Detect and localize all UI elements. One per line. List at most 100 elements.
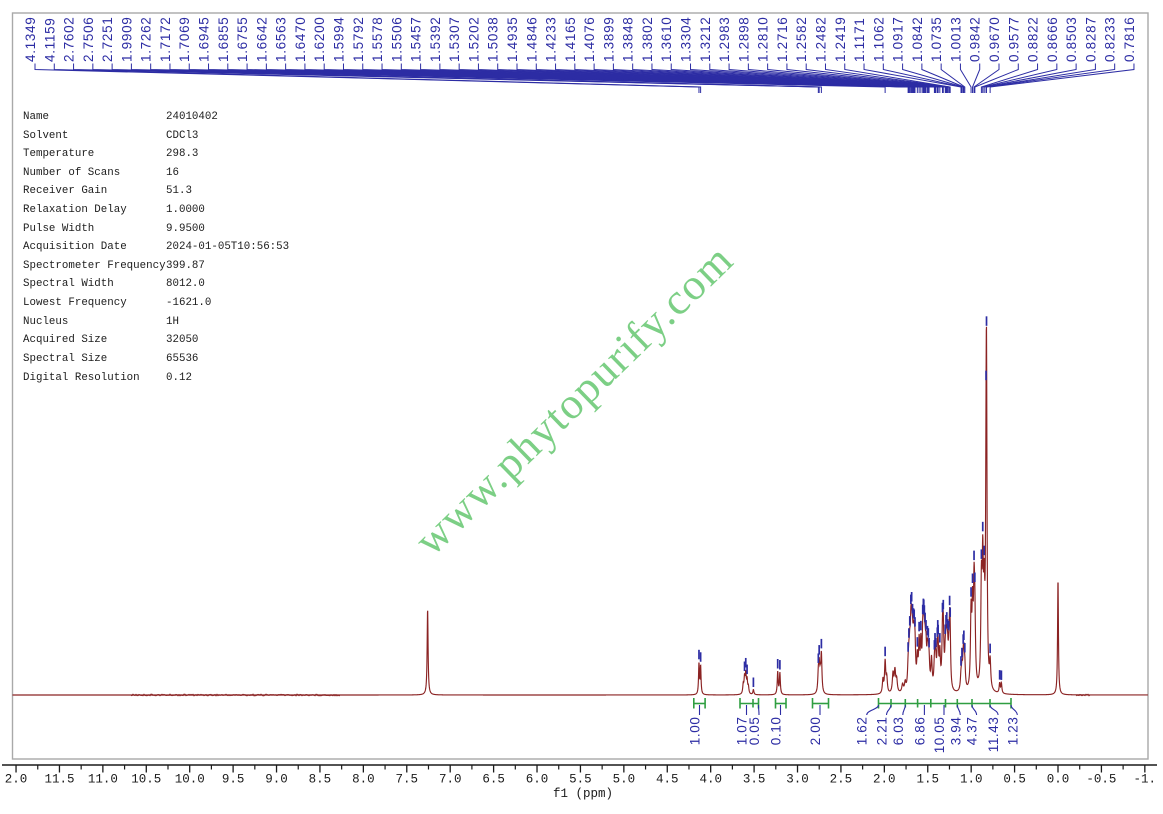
x-axis-tick-label: 1.0 bbox=[960, 773, 983, 787]
peak-label: 0.8822 bbox=[1026, 17, 1041, 63]
parameter-label: Relaxation Delay bbox=[23, 204, 127, 217]
peak-label: 2.7602 bbox=[62, 17, 77, 63]
peak-label: 0.8287 bbox=[1083, 17, 1098, 63]
peak-leader-line bbox=[53, 63, 702, 93]
x-axis-tick-label: 1.5 bbox=[917, 773, 940, 787]
peak-label: 1.5202 bbox=[466, 17, 481, 63]
peak-label: 1.5506 bbox=[389, 17, 404, 63]
x-axis-tick-label: 4.5 bbox=[656, 773, 679, 787]
peak-leader-line bbox=[902, 63, 964, 93]
parameter-label: Lowest Frequency bbox=[23, 297, 127, 310]
peak-leader-line bbox=[805, 63, 950, 93]
x-axis-tick-label: 3.0 bbox=[786, 773, 809, 787]
parameter-row: Nucleus 1H bbox=[23, 313, 423, 332]
peak-label: 0.9842 bbox=[968, 17, 983, 63]
peak-label: 1.4846 bbox=[524, 17, 539, 63]
peak-label: 0.9577 bbox=[1006, 17, 1021, 63]
integral-value: 2.21 bbox=[875, 717, 890, 746]
peak-label: 1.5792 bbox=[351, 17, 366, 63]
peak-leader-line bbox=[786, 63, 949, 93]
parameter-row: Lowest Frequency -1621.0 bbox=[23, 294, 423, 313]
integral-number-leader bbox=[956, 704, 961, 716]
parameter-label: Acquired Size bbox=[23, 334, 108, 347]
peak-leader-line bbox=[844, 63, 951, 93]
parameter-value: 24010402 bbox=[166, 111, 218, 123]
baseline-noise-segment bbox=[130, 693, 341, 697]
integral-value: 6.03 bbox=[891, 717, 906, 746]
peak-label: 1.6945 bbox=[197, 17, 212, 63]
integral-value: 4.37 bbox=[965, 717, 980, 746]
peak-label: 1.2810 bbox=[756, 17, 771, 63]
x-axis-tick-label: 5.0 bbox=[613, 773, 636, 787]
parameter-row: Name 24010402 bbox=[23, 108, 423, 127]
peak-label: 1.3212 bbox=[698, 17, 713, 63]
parameter-row: Spectral Size 65536 bbox=[23, 350, 423, 369]
peak-label: 1.6642 bbox=[254, 17, 269, 63]
integral-value: 1.23 bbox=[1005, 717, 1020, 746]
peak-label: 4.1159 bbox=[42, 18, 57, 63]
parameter-table: Name 24010402 Solvent CDCl3 Temperature 298.3… bbox=[23, 108, 423, 387]
peak-label: 1.4233 bbox=[544, 17, 559, 63]
integral-value: 2.00 bbox=[808, 717, 823, 746]
peak-leader-line bbox=[940, 63, 966, 93]
integral-brackets bbox=[692, 698, 1012, 709]
integral-number-leader bbox=[971, 704, 978, 716]
peak-leader-line bbox=[982, 63, 1058, 93]
parameter-row: Acquisition Date 2024-01-05T10:56:53 bbox=[23, 238, 423, 257]
parameter-label: Spectrometer Frequency bbox=[23, 259, 166, 272]
integral-value: 1.00 bbox=[688, 717, 703, 746]
peak-label: 1.2983 bbox=[717, 17, 732, 63]
peak-label: 1.9909 bbox=[119, 17, 134, 63]
integral-value: 0.10 bbox=[769, 717, 784, 746]
parameter-row: Pulse Width 9.9500 bbox=[23, 220, 423, 239]
peak-label: 1.5578 bbox=[370, 17, 385, 63]
peak-leader-line bbox=[974, 63, 1019, 93]
x-axis-tick-label: 0.5 bbox=[1003, 773, 1026, 787]
x-axis-tick-label: 7.0 bbox=[439, 773, 462, 787]
peak-leader-line bbox=[921, 63, 965, 93]
parameter-value: 16 bbox=[166, 166, 179, 179]
parameter-row: Solvent CDCl3 bbox=[23, 127, 423, 146]
peak-leader-line bbox=[972, 63, 981, 93]
x-axis-tick-label: 7.5 bbox=[396, 773, 419, 787]
integral-number-leader bbox=[902, 704, 906, 716]
peak-label: 1.5307 bbox=[447, 17, 462, 63]
peak-label: 1.1062 bbox=[871, 17, 886, 63]
parameter-value: 399.87 bbox=[166, 259, 205, 272]
peak-label: 1.2582 bbox=[794, 17, 809, 63]
parameter-value: CDCl3 bbox=[166, 129, 199, 142]
peak-label: 1.0013 bbox=[948, 17, 963, 63]
peak-leader-line bbox=[747, 63, 947, 93]
integral-number-leader bbox=[757, 704, 760, 716]
peak-label: 1.0735 bbox=[929, 17, 944, 63]
x-axis-tick-label: 4.0 bbox=[699, 773, 722, 787]
peak-label: 1.2716 bbox=[775, 17, 790, 63]
peak-label: 1.2482 bbox=[813, 17, 828, 63]
peak-leader-line bbox=[767, 63, 948, 93]
parameter-value: 65536 bbox=[166, 352, 199, 365]
peak-label: 1.6563 bbox=[274, 17, 289, 63]
x-axis-tick-label: 2.0 bbox=[873, 773, 896, 787]
peak-label-list: 4.1349 4.1159 2.7602 2.7506 2.7251 1.9909 1.72… bbox=[23, 17, 1137, 63]
x-axis-tick-label: 10.0 bbox=[175, 773, 205, 787]
peak-leader-line bbox=[593, 63, 937, 93]
parameter-label: Spectral Width bbox=[23, 278, 114, 291]
x-axis-tick-label: 3.5 bbox=[743, 773, 766, 787]
x-axis-tick-label: -1. bbox=[1134, 773, 1157, 787]
peak-leader-line bbox=[973, 63, 1000, 93]
peak-label: 1.5457 bbox=[409, 17, 424, 63]
x-axis-tick-label: 6.0 bbox=[526, 773, 549, 787]
baseline-noise bbox=[130, 693, 1091, 697]
peak-label: 1.3848 bbox=[621, 17, 636, 63]
parameter-value: 0.12 bbox=[166, 371, 192, 384]
plot-frame bbox=[11, 12, 1149, 760]
x-axis-tick-label: 9.0 bbox=[265, 773, 288, 787]
peak-label: 1.3304 bbox=[679, 17, 694, 63]
parameter-label: Solvent bbox=[23, 129, 69, 142]
peak-leader-line bbox=[863, 63, 962, 93]
parameter-label: Nucleus bbox=[23, 315, 69, 328]
peak-leader-line bbox=[574, 63, 936, 93]
integral-value: 1.62 bbox=[855, 717, 870, 746]
